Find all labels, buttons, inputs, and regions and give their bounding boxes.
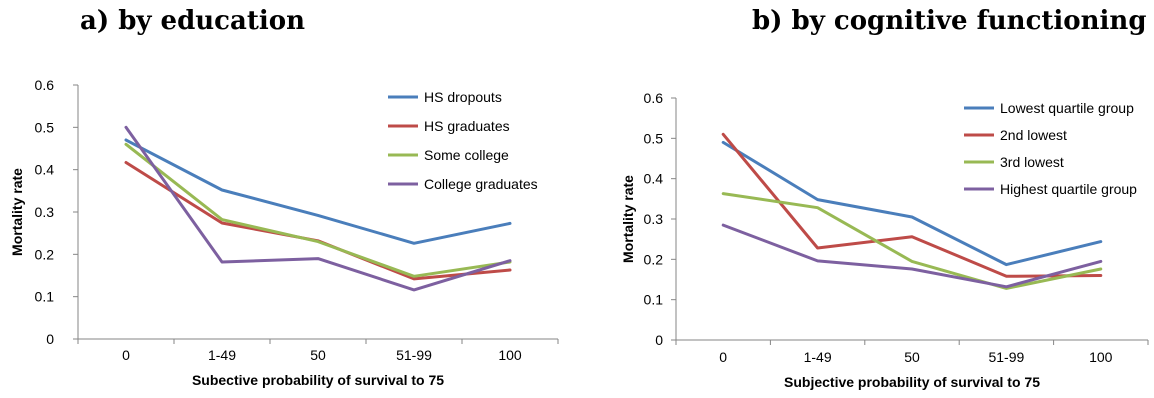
x-tick-label: 1-49 (208, 347, 236, 363)
x-tick-label: 50 (310, 347, 326, 363)
series-line-2 (721, 132, 1103, 278)
panel-a-title: a) by education (80, 6, 305, 36)
x-axis-title: Subjective probability of survival to 75 (784, 374, 1040, 390)
legend-label: HS graduates (424, 118, 510, 134)
x-tick-label: 1-49 (804, 349, 832, 365)
y-tick-label: 0.4 (644, 171, 664, 187)
x-tick-label: 100 (498, 347, 522, 363)
x-tick-label: 51-99 (988, 349, 1024, 365)
y-tick-label: 0.5 (644, 130, 664, 146)
y-tick-label: 0.1 (35, 289, 55, 305)
y-tick-label: 0.3 (644, 211, 664, 227)
series-line-1 (124, 138, 512, 245)
x-tick-label: 51-99 (396, 347, 432, 363)
y-tick-label: 0.2 (35, 246, 55, 262)
x-tick-label: 0 (122, 347, 130, 363)
y-axis-title: Mortality rate (620, 175, 636, 263)
y-tick-label: 0.6 (35, 77, 55, 93)
y-tick-label: 0 (655, 332, 663, 348)
y-tick-label: 0.2 (644, 251, 664, 267)
legend-label: Some college (424, 147, 509, 163)
y-tick-label: 0.5 (35, 119, 55, 135)
legend-label: College graduates (424, 176, 538, 192)
x-tick-label: 100 (1089, 349, 1113, 365)
y-tick-label: 0.4 (35, 162, 55, 178)
legend-label: Lowest quartile group (1000, 100, 1134, 116)
y-tick-label: 0.1 (644, 292, 664, 308)
legend-label: 2nd lowest (1000, 127, 1067, 143)
x-tick-label: 50 (904, 349, 920, 365)
legend-label: HS dropouts (424, 89, 502, 105)
y-axis-title: Mortality rate (9, 168, 25, 256)
x-axis-title: Subective probability of survival to 75 (192, 372, 444, 388)
y-tick-label: 0.6 (644, 90, 664, 106)
x-tick-label: 0 (719, 349, 727, 365)
y-tick-label: 0.3 (35, 204, 55, 220)
series-line-3 (721, 192, 1103, 290)
series-line-4 (721, 223, 1103, 289)
series-line-1 (721, 140, 1103, 267)
series-line-3 (124, 142, 512, 278)
legend-label: Highest quartile group (1000, 181, 1137, 197)
legend-label: 3rd lowest (1000, 154, 1064, 170)
panel-b-title: b) by cognitive functioning (752, 6, 1147, 36)
y-tick-label: 0 (46, 331, 54, 347)
series-line-4 (124, 125, 512, 292)
